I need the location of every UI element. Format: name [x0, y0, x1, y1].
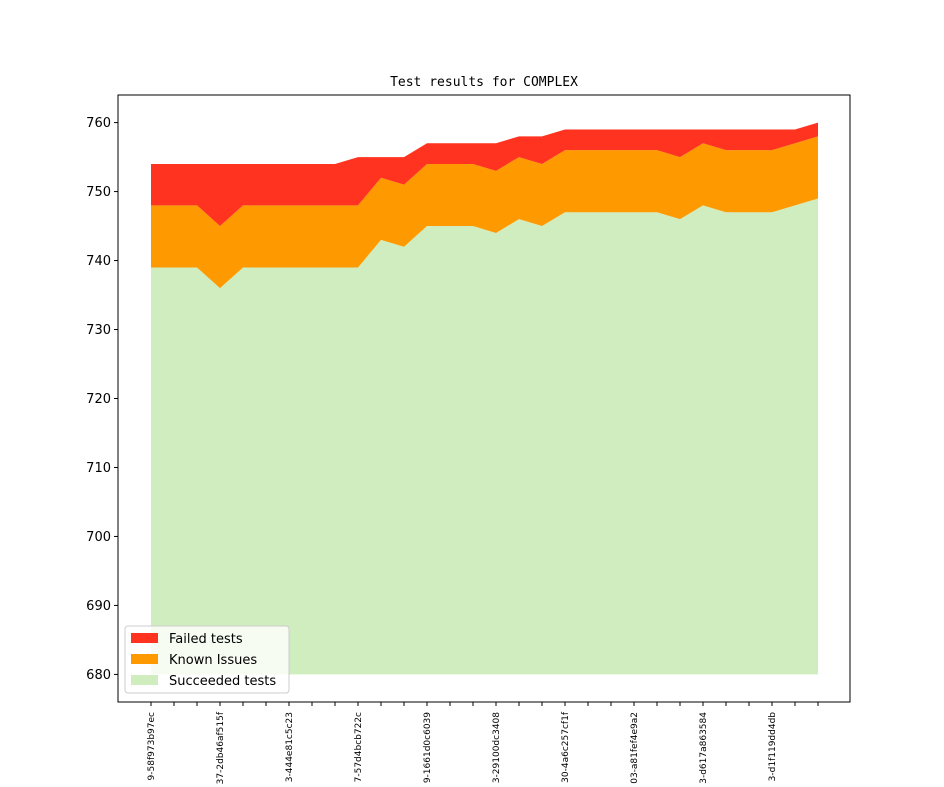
y-axis: 680 690 700 710 720 730 740 750 760	[86, 116, 118, 683]
x-tick-label: 3-444e81c5c23	[285, 712, 295, 782]
legend-swatch	[131, 633, 158, 643]
y-tick-label: 720	[86, 392, 111, 407]
legend-swatch	[131, 675, 158, 685]
legend-label: Succeeded tests	[169, 674, 276, 689]
y-tick-label: 680	[86, 668, 111, 683]
area-succeeded-tests	[151, 198, 818, 675]
area-failed-tests	[151, 122, 818, 227]
x-tick-label: 37-2db46af515f	[216, 711, 226, 784]
x-tick-label: 30-4a6c257cf1f	[561, 711, 571, 783]
y-tick-label: 740	[86, 254, 111, 269]
legend-box	[124, 625, 290, 694]
x-tick-label: 9-58f973b97ec	[147, 712, 157, 780]
legend: Failed tests Known Issues Succeeded tests	[124, 625, 290, 694]
legend-label: Known Issues	[169, 653, 257, 668]
x-tick-label: 9-1661d0c6039	[423, 712, 433, 783]
y-tick-label: 760	[86, 116, 111, 131]
x-axis: 9-58f973b97ec 37-2db46af515f 3-444e81c5c23…	[147, 702, 819, 784]
x-tick-label: 7-57d4bcb722c	[354, 712, 364, 782]
y-tick-label: 690	[86, 599, 111, 614]
plot-areas	[151, 122, 818, 675]
x-tick-label: 03-a81fef4e9a2	[630, 712, 640, 784]
x-tick-label: 3-29100dc3408	[492, 712, 502, 783]
x-tick-label: 3-d617a863584	[699, 712, 709, 784]
y-tick-label: 700	[86, 530, 111, 545]
y-tick-label: 730	[86, 323, 111, 338]
area-known-issues	[151, 136, 818, 289]
legend-swatch	[131, 654, 158, 664]
y-tick-label: 750	[86, 185, 111, 200]
legend-label: Failed tests	[169, 632, 243, 647]
x-tick-label: 3-d1f119dd4db	[768, 712, 778, 782]
chart-title: Test results for COMPLEX	[390, 75, 578, 90]
y-tick-label: 710	[86, 461, 111, 476]
